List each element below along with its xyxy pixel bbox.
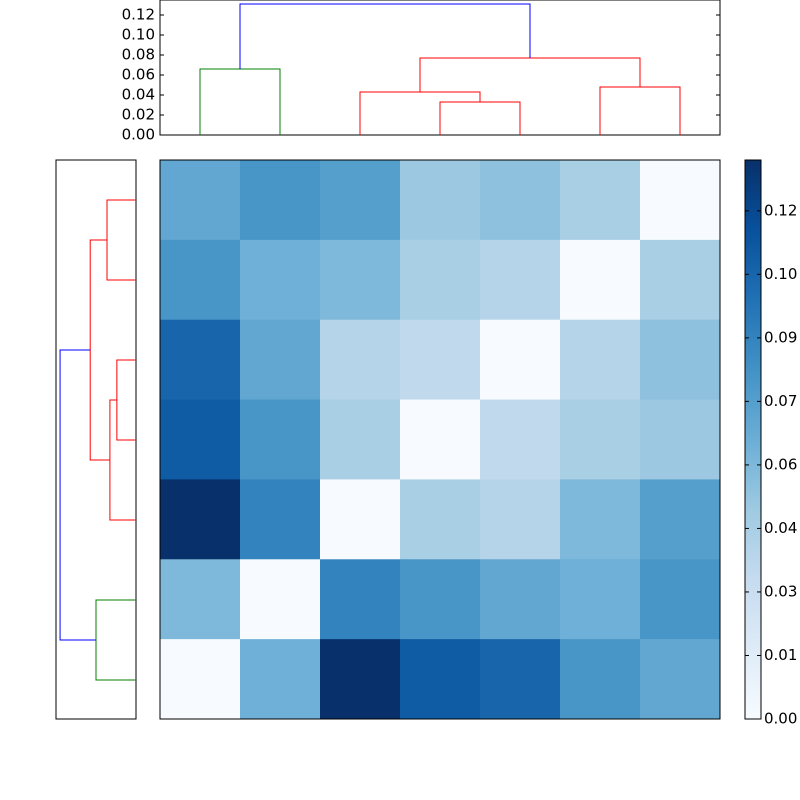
heatmap-cell: [160, 639, 241, 720]
dendrogram-link: [59, 349, 96, 641]
heatmap-cell: [640, 479, 721, 560]
heatmap-cell: [400, 559, 481, 640]
heatmap-cell: [240, 559, 321, 640]
heatmap-frame: [159, 159, 721, 720]
heatmap-cell: [400, 639, 481, 720]
heatmap-cell: [480, 399, 561, 480]
heatmap-cell: [320, 559, 401, 640]
colorbar-tick-label: 0.10: [764, 265, 797, 283]
dendrogram-link: [239, 3, 531, 69]
dendrogram-link: [95, 599, 136, 681]
heatmap-cell: [640, 160, 721, 241]
heatmap-cell: [480, 319, 561, 401]
heatmap-cell: [320, 160, 401, 241]
dendrogram-link: [439, 101, 521, 135]
heatmap-cell: [240, 319, 321, 401]
heatmap-cell: [560, 399, 641, 480]
dendrogram-link: [199, 68, 281, 135]
colorbar-tick-label: 0.07: [764, 392, 797, 410]
colorbar: [744, 159, 762, 720]
dendrogram-link: [359, 91, 481, 135]
heatmap-cell: [640, 639, 721, 720]
heatmap-cell: [480, 239, 561, 321]
heatmap-cell: [160, 559, 241, 640]
heatmap-cell: [480, 559, 561, 640]
y-tick-label: 0.04: [122, 86, 155, 104]
colorbar-tick-label: 0.01: [764, 646, 797, 664]
heatmap-cell: [240, 399, 321, 480]
heatmap-cell: [160, 399, 241, 480]
dendrogram-link: [109, 399, 136, 521]
colorbar-tick-label: 0.04: [764, 519, 797, 537]
heatmap-cell: [480, 160, 561, 241]
heatmap-cell: [640, 239, 721, 321]
heatmap-cell: [560, 160, 641, 241]
heatmap-cell: [400, 399, 481, 480]
heatmap-cell: [560, 319, 641, 401]
heatmap-cell: [320, 639, 401, 720]
heatmap-cell: [240, 639, 321, 720]
colorbar-tick-label: 0.03: [764, 582, 797, 600]
heatmap-cell: [560, 239, 641, 321]
dendrogram-link: [599, 86, 681, 135]
heatmap-cell: [160, 239, 241, 321]
heatmap-cell: [400, 239, 481, 321]
heatmap-cell: [640, 399, 721, 480]
y-tick-label: 0.00: [122, 126, 155, 144]
heatmap-cell: [240, 479, 321, 560]
dendrogram-link: [106, 199, 136, 281]
heatmap-cell: [640, 559, 721, 640]
heatmap-cell: [400, 319, 481, 401]
heatmap-cell: [400, 160, 481, 241]
heatmap-cell: [160, 319, 241, 401]
heatmap-cell: [640, 319, 721, 401]
heatmap-cell: [560, 479, 641, 560]
y-tick-label: 0.06: [122, 66, 155, 84]
heatmap-cell: [320, 319, 401, 401]
y-tick-label: 0.12: [122, 6, 155, 24]
heatmap-cell: [240, 160, 321, 241]
colorbar-tick-label: 0.06: [764, 455, 797, 473]
heatmap-cell: [320, 479, 401, 560]
heatmap-cell: [320, 399, 401, 480]
heatmap-cell: [240, 239, 321, 321]
heatmap-cell: [160, 479, 241, 560]
heatmap-cell: [480, 639, 561, 720]
y-tick-label: 0.08: [122, 46, 155, 64]
heatmap-cell: [320, 239, 401, 321]
colorbar-tick-label: 0.09: [764, 328, 797, 346]
heatmap-cell: [160, 160, 241, 241]
y-tick-label: 0.10: [122, 26, 155, 44]
heatmap-cell: [400, 479, 481, 560]
y-tick-label: 0.02: [122, 106, 155, 124]
heatmap-cell: [560, 639, 641, 720]
heatmap-cell: [480, 479, 561, 560]
heatmap-cell: [560, 559, 641, 640]
colorbar-tick-label: 0.00: [764, 710, 797, 728]
dendrogram-link: [116, 359, 136, 441]
colorbar-tick-label: 0.12: [764, 201, 797, 219]
